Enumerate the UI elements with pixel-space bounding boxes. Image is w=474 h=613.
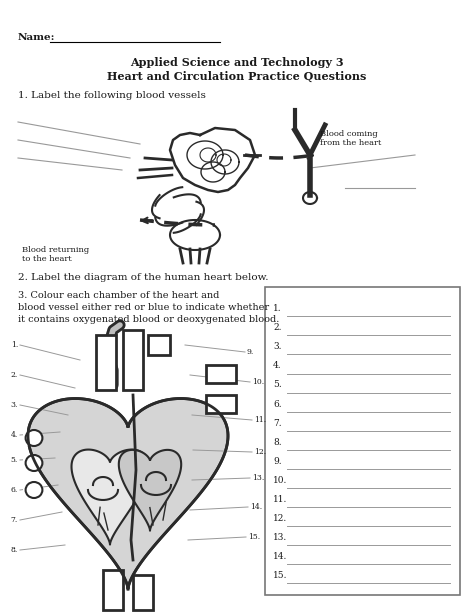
Bar: [96, 335, 116, 390]
Text: 3.: 3.: [10, 401, 18, 409]
Bar: [23, 482, 37, 498]
Bar: [23, 430, 37, 446]
Text: 10.: 10.: [252, 378, 264, 386]
Text: 3. Colour each chamber of the heart and: 3. Colour each chamber of the heart and: [18, 292, 219, 300]
Text: 12.: 12.: [254, 448, 266, 456]
Text: 7.: 7.: [11, 516, 18, 524]
Bar: [265, 287, 460, 595]
Text: 5.: 5.: [273, 381, 282, 389]
Text: 14.: 14.: [250, 503, 262, 511]
Text: 4.: 4.: [273, 362, 282, 370]
Text: 12.: 12.: [273, 514, 287, 523]
Ellipse shape: [26, 455, 42, 471]
Ellipse shape: [26, 430, 42, 446]
Polygon shape: [72, 449, 148, 544]
Polygon shape: [28, 398, 228, 589]
Text: 7.: 7.: [273, 419, 282, 428]
Bar: [133, 575, 153, 610]
Text: 1. Label the following blood vessels: 1. Label the following blood vessels: [18, 91, 206, 101]
Text: 8.: 8.: [273, 438, 282, 447]
Text: 2.: 2.: [11, 371, 18, 379]
Bar: [123, 330, 143, 390]
Text: 5.: 5.: [11, 456, 18, 464]
Text: Blood coming
from the heart: Blood coming from the heart: [320, 130, 382, 147]
Text: 1.: 1.: [11, 341, 18, 349]
Text: 9.: 9.: [273, 457, 282, 466]
Bar: [206, 365, 236, 383]
Text: 2. Label the diagram of the human heart below.: 2. Label the diagram of the human heart …: [18, 273, 268, 283]
Text: 10.: 10.: [273, 476, 287, 485]
Text: 13.: 13.: [273, 533, 287, 542]
Text: 14.: 14.: [273, 552, 287, 561]
Text: Heart and Circulation Practice Questions: Heart and Circulation Practice Questions: [107, 70, 367, 82]
Text: Name:: Name:: [18, 34, 55, 42]
Text: 4.: 4.: [11, 431, 18, 439]
Text: 1.: 1.: [273, 304, 282, 313]
Text: 6.: 6.: [11, 486, 18, 494]
Text: 2.: 2.: [273, 323, 282, 332]
Text: Applied Science and Technology 3: Applied Science and Technology 3: [130, 56, 344, 67]
Text: 15.: 15.: [273, 571, 288, 580]
Text: 6.: 6.: [273, 400, 282, 408]
Bar: [103, 570, 123, 610]
Polygon shape: [119, 450, 181, 530]
Bar: [148, 335, 170, 355]
Text: Blood returning
to the heart: Blood returning to the heart: [22, 246, 89, 263]
Text: 8.: 8.: [11, 546, 18, 554]
Text: 9.: 9.: [247, 348, 254, 356]
Text: 15.: 15.: [248, 533, 260, 541]
Text: it contains oxygenated blood or deoxygenated blood.: it contains oxygenated blood or deoxygen…: [18, 316, 279, 324]
Bar: [206, 395, 236, 413]
Text: blood vessel either red or blue to indicate whether: blood vessel either red or blue to indic…: [18, 303, 269, 313]
Text: 3.: 3.: [273, 342, 282, 351]
Text: 11.: 11.: [254, 416, 266, 424]
Text: 13.: 13.: [252, 474, 264, 482]
Bar: [23, 455, 37, 471]
Ellipse shape: [26, 482, 42, 498]
Text: 11.: 11.: [273, 495, 287, 504]
